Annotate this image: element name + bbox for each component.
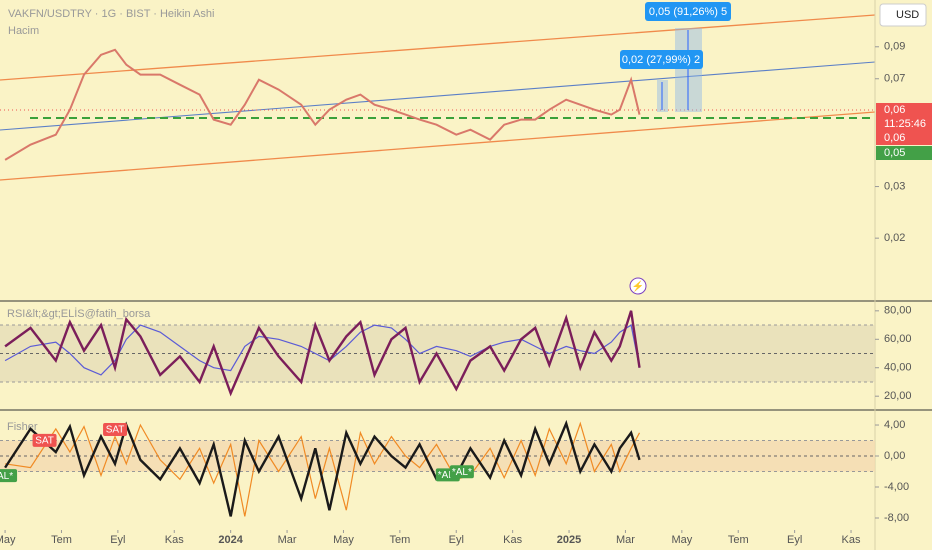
signal-label: *AL* xyxy=(438,470,458,481)
y-tick-label: 0,00 xyxy=(884,450,905,462)
price-tag xyxy=(876,103,932,117)
channel-lower xyxy=(0,111,876,181)
annotation-box xyxy=(620,50,703,69)
signal-marker xyxy=(32,433,57,447)
x-tick-label: Tem xyxy=(51,534,72,546)
y-tick-label: 0,03 xyxy=(884,180,905,192)
chart-title: VAKFN/USDTRY · 1G · BIST · Heikin Ashi xyxy=(8,8,214,20)
series-line xyxy=(4,419,641,517)
y-tick-label: 4,00 xyxy=(884,419,905,431)
rsi-label: RSI&lt;&gt;ELİS@fatih_borsa xyxy=(7,307,151,320)
x-tick-label: Kas xyxy=(165,534,184,546)
signal-marker xyxy=(103,423,128,437)
price-tag xyxy=(876,146,932,160)
signal-label: AL* xyxy=(0,471,13,482)
event-icon[interactable] xyxy=(629,277,647,295)
x-tick-label: Eyl xyxy=(110,534,125,546)
signal-marker xyxy=(449,465,474,479)
price-tag-label: 0,06 xyxy=(884,132,905,144)
event-icon-glyph: ⚡ xyxy=(632,280,644,293)
channel-upper xyxy=(0,14,876,81)
annotation: 0,02 (27,99%) 2 xyxy=(622,54,700,66)
x-tick-label: Kas xyxy=(842,534,861,546)
signal-label: SAT xyxy=(35,436,54,447)
annotation: 0,05 (91,26%) 5 xyxy=(649,6,727,18)
price-tag-label: 0,05 xyxy=(884,147,905,159)
annotation-box xyxy=(645,2,731,21)
y-tick-label: 0,09 xyxy=(884,41,905,53)
price-tag xyxy=(876,131,932,145)
channel-mid xyxy=(0,61,876,131)
x-tick-label: May xyxy=(671,534,692,546)
x-tick-label: Eyl xyxy=(787,534,802,546)
series-line xyxy=(5,421,641,517)
volume-label: Hacim xyxy=(8,25,39,37)
currency: USD xyxy=(896,9,919,21)
price-tag-label: 0,06 xyxy=(884,104,905,116)
price-tag xyxy=(876,117,932,131)
x-tick-label: May xyxy=(0,534,16,546)
currency-button[interactable] xyxy=(879,3,927,27)
signal-marker xyxy=(0,469,18,483)
y-tick-label: 80,00 xyxy=(884,305,912,317)
y-tick-label: 20,00 xyxy=(884,390,912,402)
x-tick-label: Mar xyxy=(278,534,297,546)
x-tick-label: Eyl xyxy=(449,534,464,546)
x-tick-label: Kas xyxy=(503,534,522,546)
y-tick-label: 60,00 xyxy=(884,333,912,345)
x-tick-label: 2024 xyxy=(218,534,243,546)
y-tick-label: 0,02 xyxy=(884,232,905,244)
price-tag-label: 11:25:46 xyxy=(884,118,926,130)
y-tick-label: 40,00 xyxy=(884,362,912,374)
x-tick-label: 2025 xyxy=(557,534,581,546)
x-tick-label: Tem xyxy=(728,534,749,546)
x-tick-label: Tem xyxy=(389,534,410,546)
y-tick-label: -4,00 xyxy=(884,481,909,493)
x-tick-label: May xyxy=(333,534,354,546)
signal-label: *AL* xyxy=(452,467,472,478)
series-line xyxy=(4,48,641,161)
y-tick-label: 0,07 xyxy=(884,73,905,85)
signal-label: SAT xyxy=(106,425,125,436)
series-line xyxy=(4,310,641,397)
x-tick-label: Mar xyxy=(616,534,635,546)
y-tick-label: -8,00 xyxy=(884,512,909,524)
